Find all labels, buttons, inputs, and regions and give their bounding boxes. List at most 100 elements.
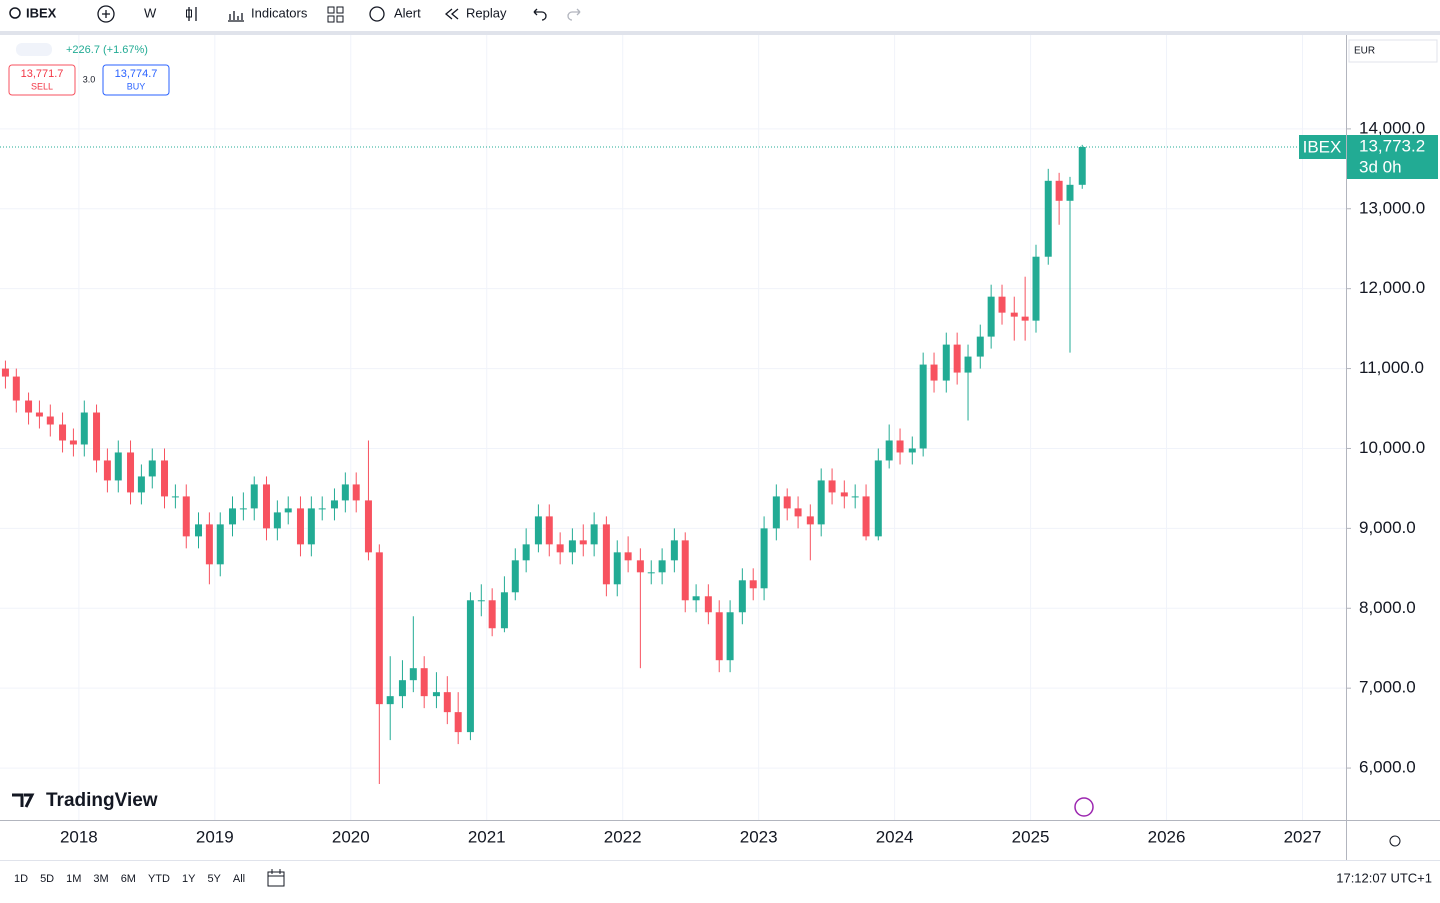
sell-price: 13,771.7 [21,68,64,80]
candle-body [874,460,882,537]
range-button[interactable]: 1D [14,873,28,885]
range-button[interactable]: 1Y [182,873,196,885]
layouts-icon[interactable] [327,6,344,23]
candle-body [454,712,462,733]
alert-button[interactable]: Alert [394,5,421,20]
candle-body [522,544,530,561]
range-button[interactable]: 5Y [207,873,221,885]
visibility-toggle[interactable] [16,43,52,56]
x-tick-label: 2025 [1012,827,1050,846]
range-button[interactable]: 5D [40,873,54,885]
candle-body [80,412,88,445]
candle-body [216,524,224,565]
candle-body [896,440,904,453]
x-tick-label: 2024 [876,827,914,846]
candle-body [919,364,927,449]
settings-button[interactable] [1389,835,1401,847]
redo-button[interactable] [567,8,581,21]
candle-body [375,552,383,705]
range-button[interactable]: 1M [66,873,81,885]
candle-body [228,508,236,525]
goto-date-button[interactable] [267,869,285,887]
range-button[interactable]: 3M [93,873,108,885]
replay-icon [444,8,459,20]
range-button[interactable]: All [233,873,245,885]
symbol-button[interactable]: IBEX [26,5,57,20]
event-icon[interactable] [1074,797,1094,817]
candle-body [851,496,859,498]
x-tick-label: 2021 [468,827,506,846]
candle-body [466,600,474,733]
candle-body [352,484,360,501]
currency: EUR [1354,46,1375,57]
y-tick-label: 11,000.0 [1359,358,1424,377]
grid [0,35,1346,820]
candle-body [545,516,553,545]
time-axis-border [0,820,1440,821]
candle-body [103,460,111,481]
candle-body [398,680,406,697]
undo-button[interactable] [533,8,547,21]
range-button[interactable]: YTD [148,873,170,885]
candle-body [195,524,203,537]
candle-body [568,540,576,553]
candle-body [670,540,678,561]
candle-body [692,596,700,601]
x-tick-label: 2020 [332,827,370,846]
x-tick-label: 2018 [60,827,98,846]
candle-body [942,344,950,381]
range-button[interactable]: 6M [121,873,136,885]
candle-body [885,440,893,461]
replay-button[interactable]: Replay [466,5,507,20]
candle-body [284,508,292,513]
candle-body [364,500,372,553]
candle-body [636,560,644,573]
candle-body [205,524,213,565]
candle-body [171,496,179,498]
candle-body [976,336,984,357]
candle-body [590,524,598,545]
candle-body [500,592,508,629]
candle-body [987,296,995,337]
candle-body [93,412,101,461]
y-tick-label: 14,000.0 [1359,118,1425,137]
candle-body [386,696,394,705]
last-price-tag [1347,135,1438,180]
y-tick-label: 8,000.0 [1359,598,1416,617]
chart-type-icon[interactable] [188,7,197,21]
candle-body [681,540,689,601]
sell-button[interactable] [8,64,76,96]
sell-label: SELL [31,81,53,91]
watermark: TradingView [46,790,158,811]
candle-icon [186,9,192,18]
candle-body [137,476,145,493]
logo [12,793,35,808]
currency-select[interactable] [1348,39,1438,63]
candle-body [46,416,54,425]
symbol-tag [1299,135,1346,160]
toolbar-border [0,31,1440,35]
candle-body [59,424,67,441]
spread: 3.0 [83,74,96,84]
candle-body [658,560,666,573]
candle-body [704,596,712,613]
candle-body [1,368,9,377]
indicators-button[interactable]: Indicators [251,5,308,20]
candle-body [772,496,780,529]
buy-button[interactable] [102,64,170,96]
search-icon [9,7,21,19]
y-tick-label: 10,000.0 [1359,438,1425,457]
add-symbol-icon[interactable] [97,5,115,23]
candle-body [624,552,632,561]
interval-button[interactable]: W [144,5,157,20]
candle-body [794,508,802,517]
candle-body [443,692,451,713]
candle-body [953,344,961,373]
candle-body [161,460,169,497]
candle-body [127,452,135,493]
candle-body [998,296,1006,313]
candle-body [579,540,587,545]
x-tick-label: 2023 [740,827,778,846]
candle-body [1078,147,1086,185]
